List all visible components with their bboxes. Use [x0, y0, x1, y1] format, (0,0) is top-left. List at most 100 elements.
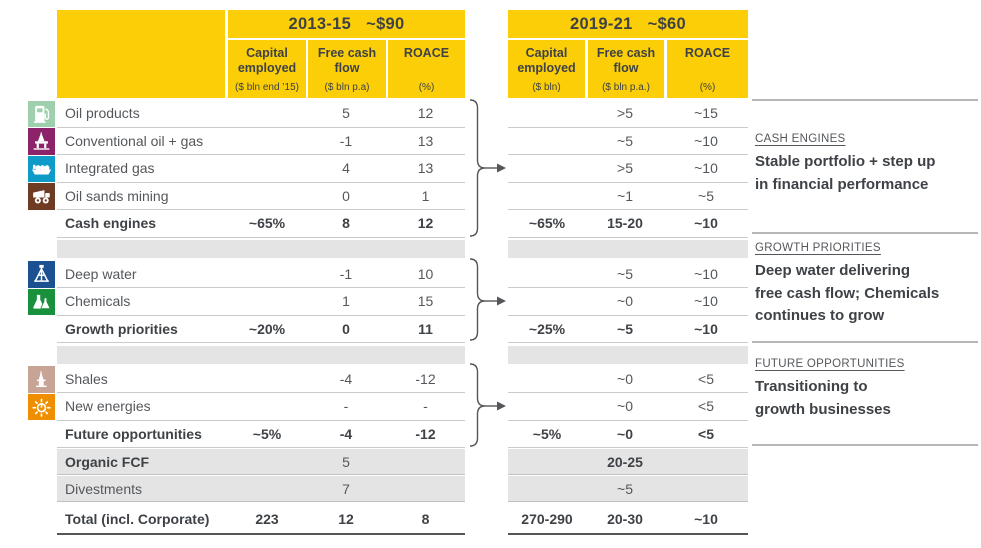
period-amount: ~$90 — [366, 14, 405, 33]
capital-employed-value: ~20% — [248, 320, 286, 337]
capital-employed-value: ~65% — [248, 215, 286, 232]
free-cash-flow-value: >5 — [617, 105, 633, 122]
annotation-growth-priorities: GROWTH PRIORITIES Deep water delivering … — [755, 242, 977, 328]
row-oil-sands-mining: Oil sands mining 0 1 — [57, 183, 465, 210]
section-spacer — [508, 345, 748, 364]
column-header-capital-employed-left: Capital employed ($ bln end ’15) — [228, 40, 306, 98]
mining-truck-icon — [28, 183, 55, 210]
fuel-pump-icon — [28, 100, 55, 127]
column-title: ROACE — [403, 46, 450, 60]
row-divestments-outlook: ~5 — [508, 476, 748, 502]
free-cash-flow-value: -4 — [339, 425, 353, 442]
column-header-free-cash-flow-left: Free cash flow ($ bln p.a) — [308, 40, 386, 98]
period-label: 2019-21 — [569, 14, 633, 33]
row-growth-priorities-subtotal-outlook: ~25% ~5 ~10 — [508, 316, 748, 343]
row-organic-fcf: Organic FCF 5 — [57, 449, 465, 475]
free-cash-flow-value: 12 — [338, 511, 354, 527]
chemical-flasks-icon — [28, 288, 55, 315]
free-cash-flow-value: 5 — [342, 105, 350, 122]
roace-value: <5 — [698, 425, 714, 442]
roace-value: -12 — [415, 370, 436, 387]
free-cash-flow-value: 5 — [342, 453, 350, 470]
row-label: New energies — [65, 398, 151, 415]
free-cash-flow-value: ~1 — [617, 187, 633, 204]
row-label: Oil sands mining — [65, 187, 169, 204]
row-label: Total (incl. Corporate) — [65, 511, 210, 527]
shale-rig-icon — [28, 366, 55, 393]
row-label: Chemicals — [65, 293, 131, 310]
capital-employed-value: ~5% — [532, 425, 562, 442]
free-cash-flow-value: 1 — [342, 293, 350, 310]
brace-cash-engines — [469, 99, 497, 237]
free-cash-flow-value: ~0 — [617, 398, 633, 415]
roace-value: ~5 — [698, 187, 714, 204]
roace-value: 1 — [421, 187, 430, 204]
column-title: ROACE — [684, 46, 731, 60]
row-oil-products: Oil products 5 12 — [57, 100, 465, 128]
row-label: Growth priorities — [65, 320, 178, 337]
row-label: Cash engines — [65, 215, 157, 232]
free-cash-flow-value: >5 — [617, 160, 633, 177]
row-organic-fcf-outlook: 20-25 — [508, 449, 748, 475]
free-cash-flow-value: 20-30 — [607, 511, 643, 527]
subsea-structure-icon — [28, 261, 55, 288]
roace-value: ~10 — [694, 320, 718, 337]
column-unit: (%) — [418, 82, 435, 93]
roace-value: <5 — [698, 370, 714, 387]
row-label: Future opportunities — [65, 425, 202, 442]
section-spacer — [508, 240, 748, 258]
annotation-text: continues to grow — [755, 307, 885, 324]
brace-future-opportunities — [469, 363, 497, 447]
free-cash-flow-value: 7 — [342, 480, 350, 497]
column-unit: ($ bln end ’15) — [235, 82, 299, 93]
free-cash-flow-value: - — [343, 398, 349, 415]
roace-value: - — [423, 398, 428, 415]
free-cash-flow-value: 0 — [342, 320, 350, 337]
row-future-opportunities-subtotal: Future opportunities ~5% -4 -12 — [57, 421, 465, 448]
free-cash-flow-value: ~0 — [617, 425, 633, 442]
annotation-heading: GROWTH PRIORITIES — [755, 242, 881, 254]
row-integrated-gas-outlook: >5 ~10 — [508, 155, 748, 183]
period-header-right: 2019-21 ~$60 — [508, 10, 748, 38]
brace-growth-priorities — [469, 258, 497, 341]
annotation-text: Deep water delivering — [755, 262, 911, 279]
row-label: Shales — [65, 370, 108, 387]
arrow-head — [497, 296, 506, 306]
annotation-future-opportunities: FUTURE OPPORTUNITIES Transitioning to gr… — [755, 358, 977, 421]
annotation-divider — [752, 99, 978, 101]
period-label: 2013-15 — [288, 14, 352, 33]
column-header-roace-left: ROACE (%) — [388, 40, 465, 98]
row-total-outlook: 270-290 20-30 ~10 — [508, 505, 748, 535]
roace-value: ~10 — [694, 293, 718, 310]
column-unit: ($ bln p.a) — [324, 82, 370, 93]
row-deep-water: Deep water -1 10 — [57, 261, 465, 288]
free-cash-flow-value: 15-20 — [607, 215, 643, 232]
roace-value: 10 — [417, 265, 434, 282]
free-cash-flow-value: ~0 — [617, 370, 633, 387]
label-column-header-block — [57, 10, 225, 98]
annotation-cash-engines: CASH ENGINES Stable portfolio + step up … — [755, 133, 977, 196]
row-conventional-oil-gas-outlook: ~5 ~10 — [508, 128, 748, 155]
roace-value: 11 — [418, 320, 433, 337]
row-divestments: Divestments 7 — [57, 476, 465, 502]
row-label: Oil products — [65, 105, 140, 122]
column-unit: ($ bln p.a.) — [602, 82, 650, 93]
row-oil-products-outlook: >5 ~15 — [508, 100, 748, 128]
row-shales: Shales -4 -12 — [57, 366, 465, 393]
free-cash-flow-value: 8 — [342, 215, 350, 232]
annotation-text: Stable portfolio + step up — [755, 153, 936, 170]
capital-employed-value: ~65% — [528, 215, 566, 232]
capital-employed-value: 270-290 — [521, 511, 573, 527]
row-conventional-oil-gas: Conventional oil + gas -1 13 — [57, 128, 465, 155]
annotation-text: Transitioning to — [755, 378, 868, 395]
arrow-head — [497, 401, 506, 411]
roace-value: 15 — [417, 293, 434, 310]
free-cash-flow-value: -1 — [339, 265, 353, 282]
column-header-free-cash-flow-right: Free cash flow ($ bln p.a.) — [588, 40, 664, 98]
annotation-heading: FUTURE OPPORTUNITIES — [755, 358, 905, 370]
row-future-opportunities-subtotal-outlook: ~5% ~0 <5 — [508, 421, 748, 448]
row-integrated-gas: Integrated gas 4 13 — [57, 155, 465, 183]
free-cash-flow-value: ~0 — [617, 293, 633, 310]
roace-value: 12 — [417, 105, 434, 122]
